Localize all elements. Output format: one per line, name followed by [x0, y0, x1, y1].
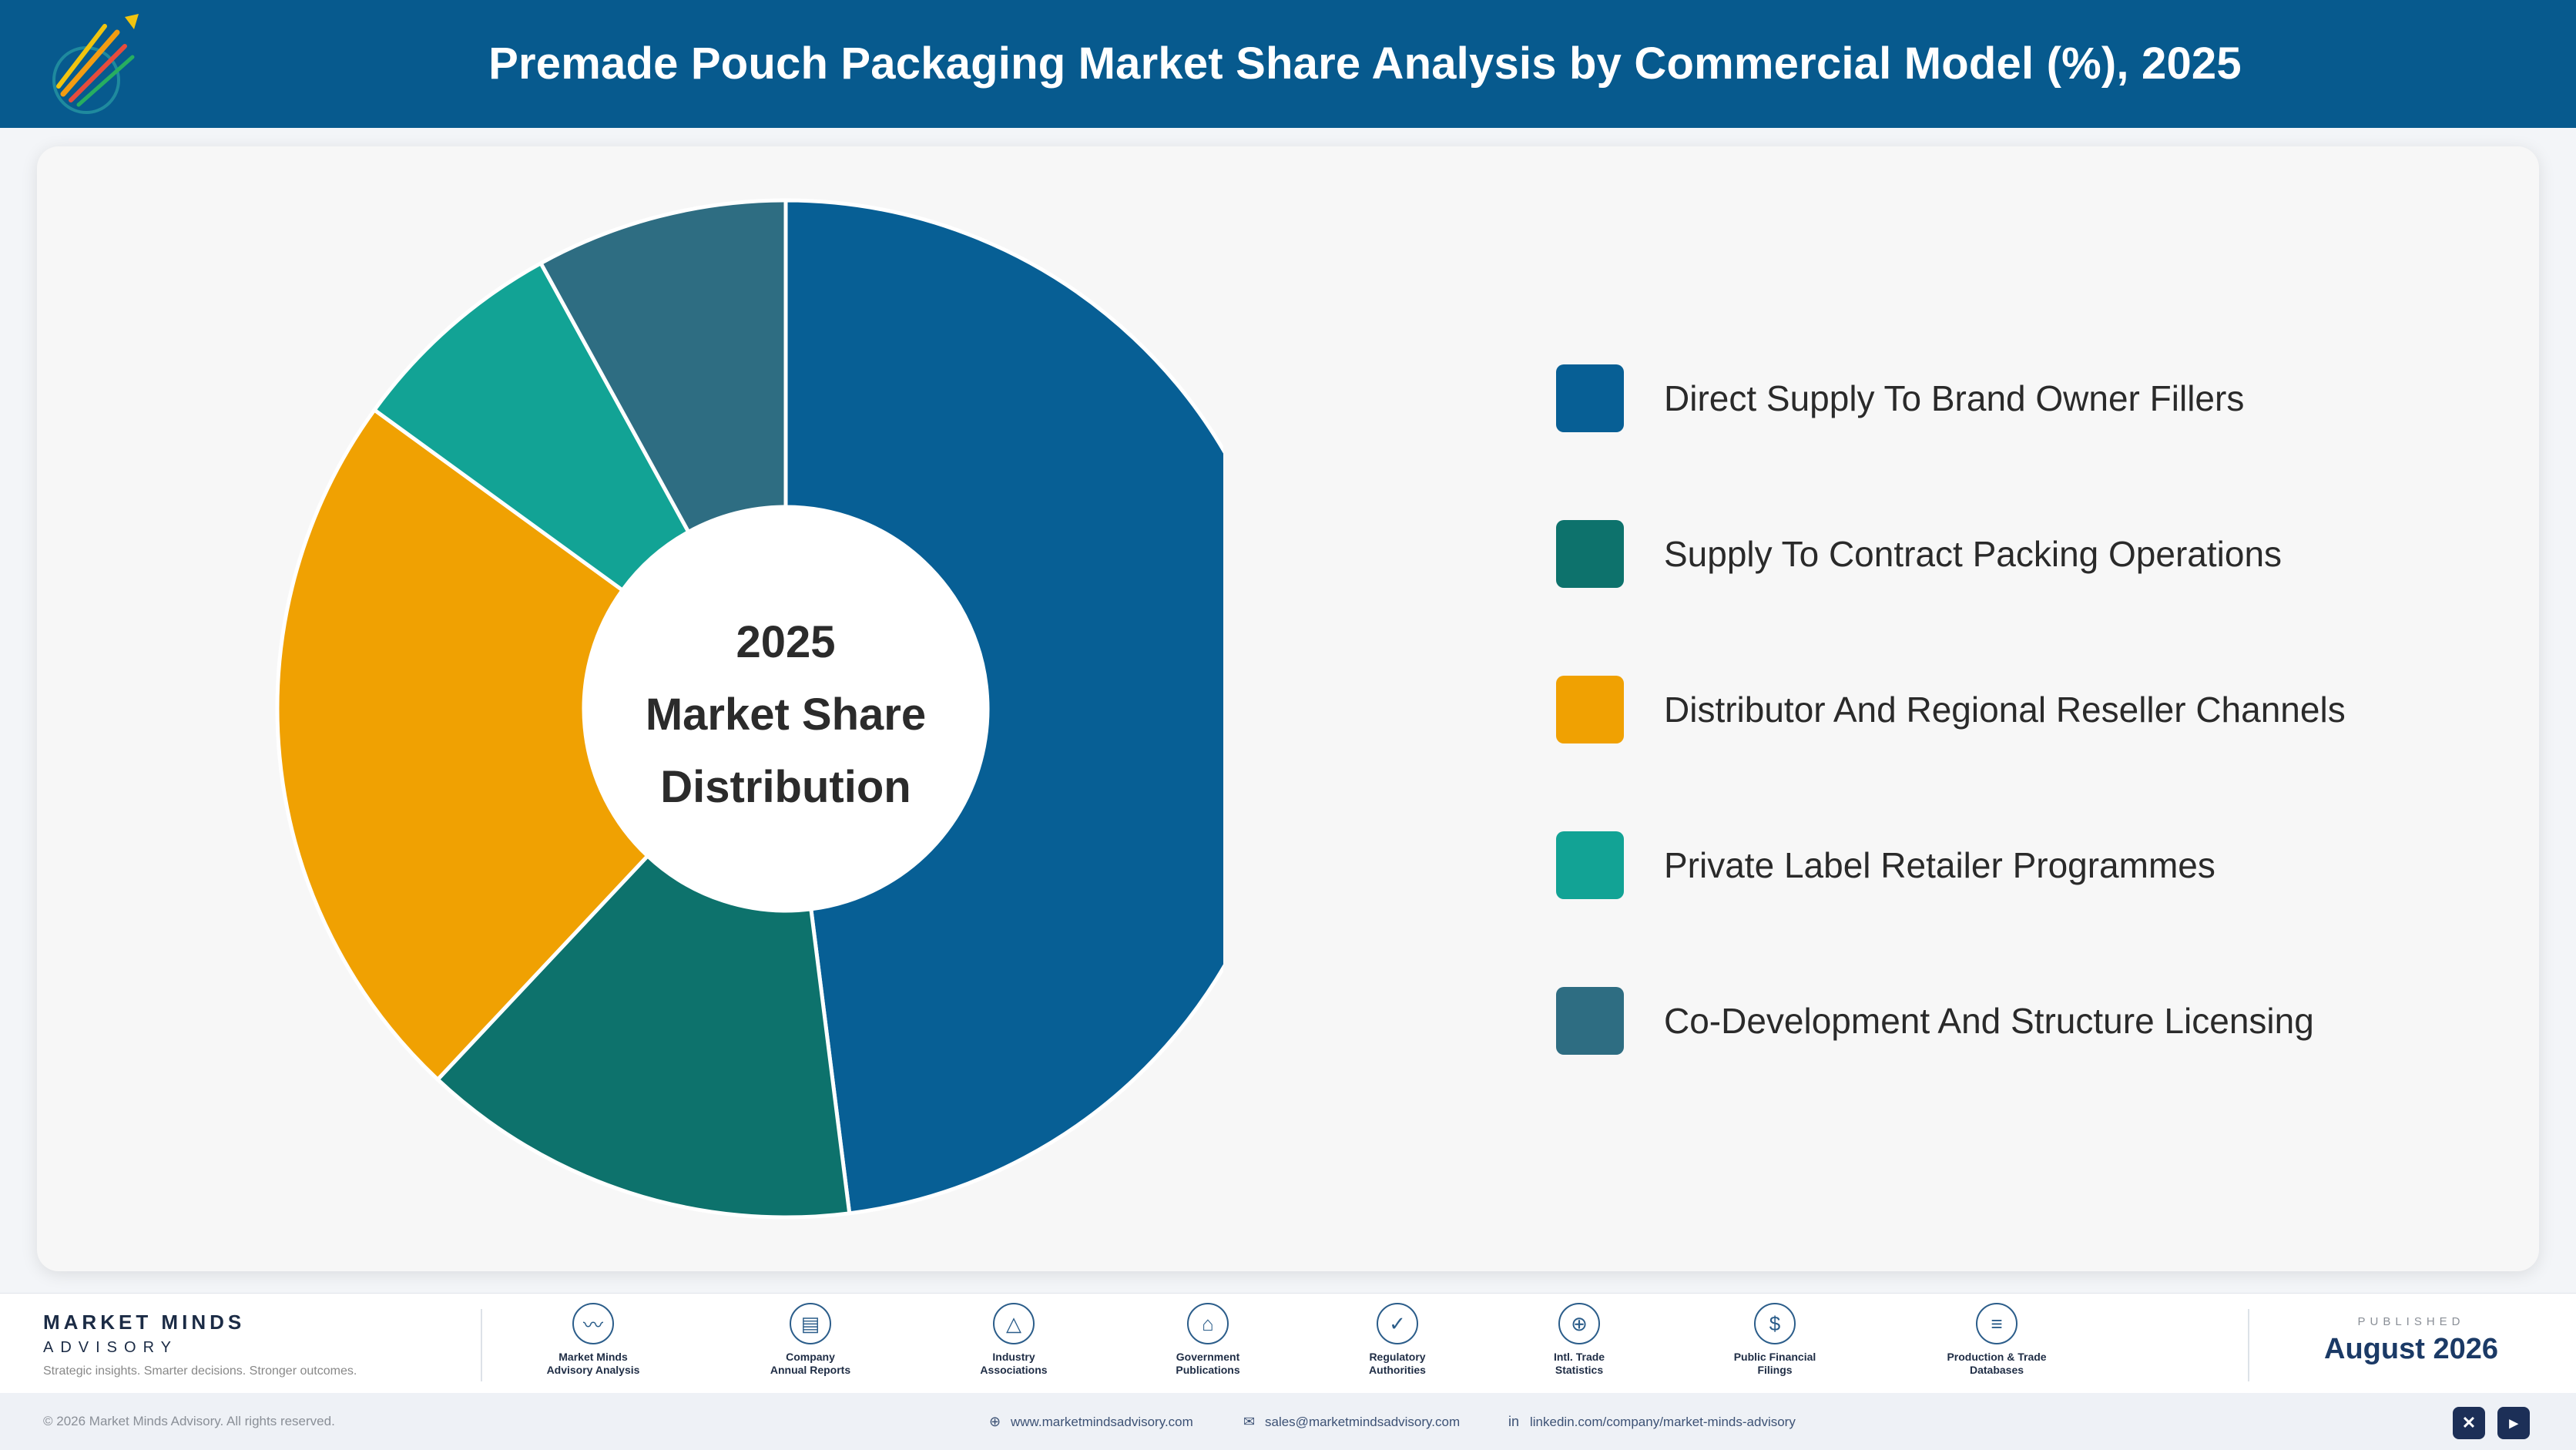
brand-tagline: Strategic insights. Smarter decisions. S… — [43, 1364, 357, 1378]
email-link[interactable]: ✉ sales@marketmindsadvisory.com — [1243, 1393, 1460, 1450]
legend-item: Private Label Retailer Programmes — [1556, 831, 2527, 899]
linkedin-icon: in — [1508, 1414, 1520, 1429]
donut-slice-3 — [275, 407, 651, 1082]
footer-brand: MARKET MINDS ADVISORY Strategic insights… — [43, 1311, 357, 1378]
legend-label: Private Label Retailer Programmes — [1664, 845, 2215, 885]
brand-subtitle: ADVISORY — [43, 1339, 178, 1356]
footer-divider — [2248, 1309, 2249, 1381]
email-text: sales@marketmindsadvisory.com — [1265, 1415, 1461, 1429]
donut-slice-5 — [538, 198, 788, 535]
youtube-icon[interactable]: ▸ — [2497, 1407, 2530, 1439]
data-source-label: Intl. Trade Statistics — [1553, 1351, 1605, 1376]
linkedin-text: linkedin.com/company/market-minds-adviso… — [1530, 1415, 1796, 1429]
chart-card: 2025 Market Share Distribution Direct Su… — [37, 146, 2539, 1271]
globe-icon: ⊕ — [989, 1414, 1001, 1429]
data-source-item: ▤ Company Annual Reports — [733, 1303, 887, 1377]
mail-icon: ✉ — [1243, 1414, 1256, 1429]
data-source-label: Government Publications — [1176, 1351, 1240, 1376]
data-source-label: Industry Associations — [980, 1351, 1048, 1376]
donut-slice-2 — [434, 853, 852, 1220]
footer-divider — [481, 1309, 482, 1381]
published-label: PUBLISHED — [2357, 1315, 2465, 1328]
data-source-label: Production & Trade Databases — [1947, 1351, 2047, 1376]
legend-swatch — [1556, 831, 1624, 899]
document-icon: ▤ — [790, 1303, 831, 1344]
bottom-bar: © 2026 Market Minds Advisory. All rights… — [0, 1393, 2576, 1450]
donut-chart — [275, 198, 1223, 1220]
legend-label: Distributor And Regional Reseller Channe… — [1664, 690, 2346, 730]
center-label-line-3: Distribution — [660, 762, 911, 812]
data-source-item: $ Public Financial Filings — [1698, 1303, 1852, 1377]
legend-label: Direct Supply To Brand Owner Fillers — [1664, 378, 2245, 418]
website-text: www.marketmindsadvisory.com — [1011, 1415, 1193, 1429]
published-date: August 2026 — [2324, 1333, 2498, 1365]
data-source-label: Company Annual Reports — [770, 1351, 851, 1376]
data-source-label: Public Financial Filings — [1733, 1351, 1816, 1376]
center-label-year: 2025 — [736, 617, 836, 667]
data-source-item: ⊕ Intl. Trade Statistics — [1502, 1303, 1656, 1377]
legend-swatch — [1556, 676, 1624, 743]
center-label-line-2: Market Share — [645, 690, 927, 740]
x-icon[interactable]: ✕ — [2453, 1407, 2485, 1439]
header-bar: Premade Pouch Packaging Market Share Ana… — [0, 0, 2576, 128]
database-icon: ≡ — [1976, 1303, 2018, 1344]
copyright-text: © 2026 Market Minds Advisory. All rights… — [43, 1414, 335, 1428]
donut-slice-4 — [371, 260, 692, 593]
data-source-label: Market Minds Advisory Analysis — [546, 1351, 640, 1376]
coin-icon: $ — [1754, 1303, 1796, 1344]
donut-slice-1 — [783, 198, 1223, 1216]
brand-name: MARKET MINDS — [43, 1311, 246, 1334]
legend-label: Co-Development And Structure Licensing — [1664, 1001, 2314, 1041]
data-source-label: Regulatory Authorities — [1369, 1351, 1426, 1376]
legend-label: Supply To Contract Packing Operations — [1664, 534, 2283, 574]
data-source-item: ✓ Regulatory Authorities — [1320, 1303, 1474, 1377]
government-building-icon: ⌂ — [1187, 1303, 1229, 1344]
legend-swatch — [1556, 987, 1624, 1055]
data-source-item: △ Industry Associations — [937, 1303, 1091, 1377]
shield-check-icon: ✓ — [1377, 1303, 1418, 1344]
trend-chart-icon: 〰 — [572, 1303, 614, 1344]
published-block: PUBLISHED August 2026 — [2296, 1315, 2527, 1366]
legend-item: Supply To Contract Packing Operations — [1556, 520, 2527, 588]
data-source-item: ⌂ Government Publications — [1131, 1303, 1285, 1377]
website-link[interactable]: ⊕ www.marketmindsadvisory.com — [989, 1393, 1193, 1450]
legend-swatch — [1556, 520, 1624, 588]
legend-item: Co-Development And Structure Licensing — [1556, 987, 2527, 1055]
data-source-item: 〰 Market Minds Advisory Analysis — [516, 1303, 670, 1377]
linkedin-link[interactable]: in linkedin.com/company/market-minds-advi… — [1508, 1393, 1796, 1450]
data-source-item: ≡ Production & Trade Databases — [1920, 1303, 2074, 1377]
page-title: Premade Pouch Packaging Market Share Ana… — [488, 39, 2242, 89]
globe-icon: ⊕ — [1558, 1303, 1600, 1344]
rocket-chart-logo-icon — [52, 14, 139, 114]
legend-item: Direct Supply To Brand Owner Fillers — [1556, 364, 2527, 432]
donut-hole — [585, 509, 986, 909]
legend-swatch — [1556, 364, 1624, 432]
legend-item: Distributor And Regional Reseller Channe… — [1556, 676, 2527, 743]
network-icon: △ — [993, 1303, 1035, 1344]
